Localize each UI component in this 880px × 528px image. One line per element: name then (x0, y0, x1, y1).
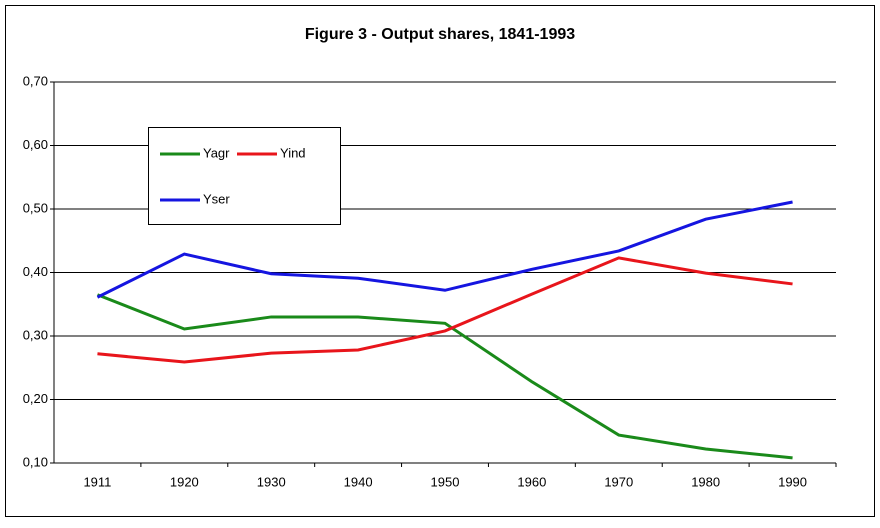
y-tick-label: 0,50 (23, 200, 48, 215)
chart-border (5, 5, 875, 517)
x-tick-label: 1940 (344, 474, 373, 489)
x-tick-label: 1911 (83, 474, 111, 489)
x-tick-label: 1980 (691, 474, 720, 489)
series-line (96, 293, 793, 460)
legend-label: Yind (280, 145, 306, 160)
y-tick-label: 0,20 (23, 391, 48, 406)
legend-box (148, 127, 341, 225)
x-tick-label: 1950 (431, 474, 460, 489)
chart-title: Figure 3 - Output shares, 1841-1993 (305, 26, 575, 43)
y-tick-label: 0,60 (23, 137, 48, 152)
x-tick-label: 1960 (517, 474, 546, 489)
x-tick-label: 1970 (604, 474, 633, 489)
x-tick-label: 1990 (778, 474, 807, 489)
series-line (97, 256, 793, 364)
legend-label: Yagr (203, 145, 230, 160)
x-tick-label: 1920 (170, 474, 199, 489)
y-tick-label: 0,10 (23, 454, 48, 469)
y-tick-label: 0,30 (23, 327, 48, 342)
legend-label: Yser (203, 191, 230, 206)
x-tick-label: 1930 (257, 474, 286, 489)
y-tick-label: 0,40 (23, 264, 48, 279)
y-tick-label: 0,70 (23, 73, 48, 88)
series-line (96, 200, 793, 299)
